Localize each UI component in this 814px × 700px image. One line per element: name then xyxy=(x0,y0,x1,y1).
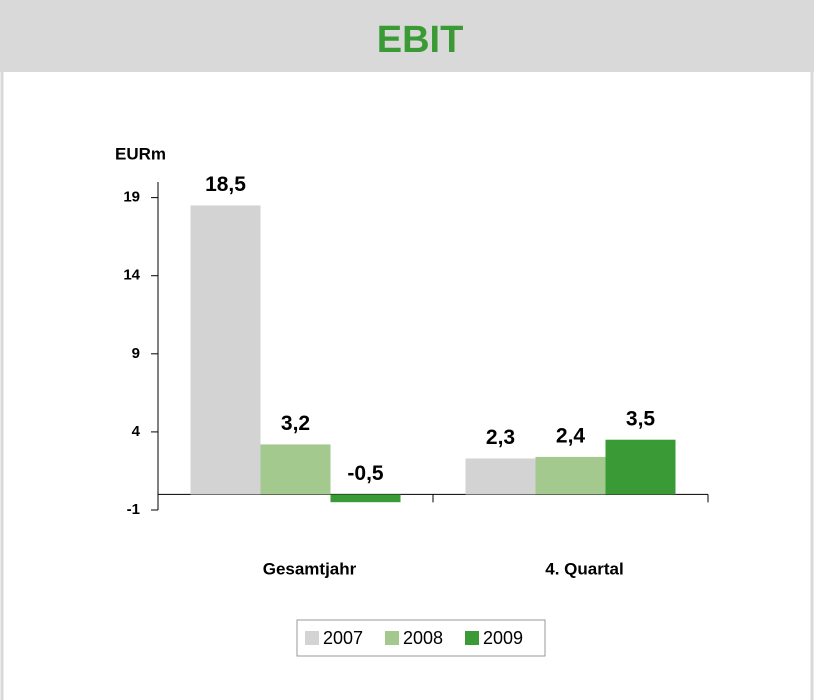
legend-label: 2008 xyxy=(403,628,443,648)
y-tick-label: -1 xyxy=(127,501,140,518)
legend-box xyxy=(296,619,546,657)
bar xyxy=(260,444,331,495)
bar xyxy=(330,494,401,503)
header-band xyxy=(0,0,814,72)
legend-label: 2009 xyxy=(483,628,523,648)
legend-swatch xyxy=(465,631,479,645)
legend-swatch xyxy=(305,631,319,645)
data-label: 2,3 xyxy=(486,426,515,449)
data-label: 3,5 xyxy=(626,407,656,430)
y-tick-label: 19 xyxy=(123,189,140,206)
data-label: 18,5 xyxy=(205,173,246,196)
y-axis-label: EURm xyxy=(115,144,166,163)
data-label: -0,5 xyxy=(347,462,384,485)
y-tick-label: 14 xyxy=(123,267,140,284)
bar xyxy=(465,458,536,495)
data-label: 3,2 xyxy=(281,412,310,435)
x-tick-label: Gesamtjahr xyxy=(263,559,357,578)
x-tick-label: 4. Quartal xyxy=(545,559,623,578)
bar xyxy=(190,205,261,495)
legend-label: 2007 xyxy=(323,628,363,648)
data-label: 2,4 xyxy=(556,424,586,447)
bar xyxy=(535,456,606,495)
y-tick-label: 4 xyxy=(132,423,141,440)
chart-title: EBIT xyxy=(377,19,464,61)
bar xyxy=(605,439,676,495)
legend-swatch xyxy=(385,631,399,645)
y-tick-label: 9 xyxy=(132,345,140,362)
